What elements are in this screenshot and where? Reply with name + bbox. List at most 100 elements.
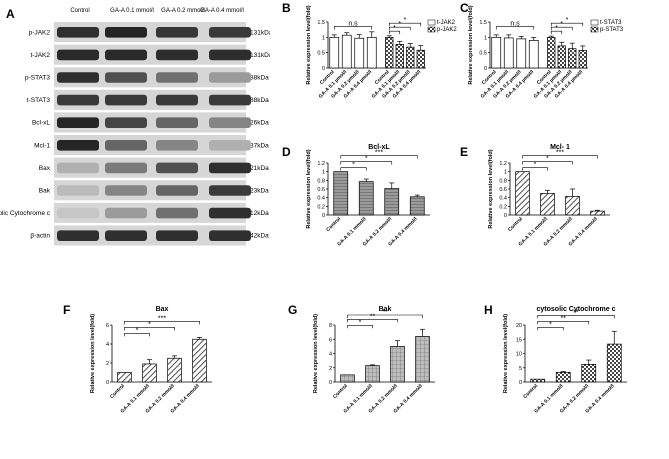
band-size: 23kDa xyxy=(250,188,269,195)
blot-strip xyxy=(54,135,246,156)
y-tick-label: 0 xyxy=(519,380,522,386)
significance-bracket xyxy=(340,161,393,165)
y-tick-label: 2 xyxy=(106,361,109,367)
y-tick-label: 2 xyxy=(329,366,332,372)
blot-strip xyxy=(54,180,246,201)
significance-bracket xyxy=(522,155,598,159)
y-tick-label: 5 xyxy=(519,366,522,372)
significance-label: ** xyxy=(382,309,388,316)
western-blot-panel-label: A xyxy=(6,7,15,21)
panel-label: G xyxy=(288,303,297,317)
bar-t-stat3 xyxy=(491,36,502,69)
bar-p-jak2 xyxy=(385,36,394,69)
band-β-actin xyxy=(57,230,99,241)
lane-label: GA-A 0.4 mmol/l xyxy=(200,8,244,14)
band-size: 12kDa xyxy=(250,210,269,217)
band-label: p-STAT3 xyxy=(25,75,50,82)
lane-label: GA-A 0.2 mmol/l xyxy=(161,8,205,14)
significance-bracket xyxy=(340,167,367,171)
significance-label: * xyxy=(365,156,368,163)
band-label: cytosolic Cytochrome c xyxy=(0,210,51,217)
band-t-stat3 xyxy=(57,94,99,106)
band-mcl-1 xyxy=(156,140,198,151)
chart-title: cytosolic Cytochrome c xyxy=(537,306,616,313)
significance-label: *** xyxy=(375,150,383,157)
bar xyxy=(365,365,380,383)
significance-label: * xyxy=(404,17,407,24)
y-axis-label: Relative expression level(fold) xyxy=(90,314,96,393)
legend-label: t-STAT3 xyxy=(600,20,622,26)
lane-label: GA-A 0.1 mmol/l xyxy=(110,8,154,14)
band-cytosolic-cytochrome-c xyxy=(57,207,99,219)
band-t-stat3 xyxy=(209,94,251,106)
bar-t-jak2 xyxy=(329,36,340,69)
chart-f: F Bax 0 2 4 6 Relative expression level(fold) C… xyxy=(63,303,212,415)
significance-bracket xyxy=(347,324,373,329)
blot-strip xyxy=(54,202,246,223)
band-label: p-JAK2 xyxy=(29,29,51,36)
y-tick-label: 8 xyxy=(329,323,332,329)
y-tick-label: 1.2 xyxy=(499,161,507,167)
band-size: 131kDa xyxy=(250,52,270,59)
bar xyxy=(340,374,355,383)
legend-swatch xyxy=(427,26,436,33)
significance-bracket xyxy=(550,26,573,31)
chart-e: E Mcl- 1 0 0.2 0.4 0.6 0.8 1 1.2 Relative express… xyxy=(460,144,610,248)
significance-bracket xyxy=(388,22,422,27)
panel-label: C xyxy=(460,1,469,15)
band-p-stat3 xyxy=(156,72,198,83)
significance-label: ** xyxy=(561,315,567,322)
y-tick-label: 0.2 xyxy=(499,204,507,210)
band-size: 88kDa xyxy=(250,75,269,82)
significance-bracket xyxy=(388,26,411,31)
band-label: β-actin xyxy=(30,233,50,240)
band-bcl-xl xyxy=(156,117,198,128)
band-bak xyxy=(105,185,147,196)
y-tick-label: 0.6 xyxy=(317,187,325,193)
y-tick-label: 0.5 xyxy=(479,51,487,57)
bar-t-jak2 xyxy=(366,36,377,69)
band-p-jak2 xyxy=(57,27,99,38)
y-tick-label: 20 xyxy=(516,323,522,329)
significance-label: * xyxy=(148,321,151,328)
band-p-stat3 xyxy=(209,72,251,83)
bar-p-jak2 xyxy=(406,46,415,69)
band-p-jak2 xyxy=(209,27,251,38)
y-tick-label: 0.4 xyxy=(317,196,325,202)
significance-bracket xyxy=(340,155,418,159)
y-tick-label: 0 xyxy=(106,380,109,386)
bar-p-jak2 xyxy=(395,44,404,69)
legend-label: p-JAK2 xyxy=(437,27,457,33)
band-cytosolic-cytochrome-c xyxy=(105,207,147,219)
blot-strip xyxy=(54,67,246,88)
band-β-actin xyxy=(105,230,147,241)
bar xyxy=(192,338,207,383)
y-tick-label: 0.4 xyxy=(499,196,507,202)
y-tick-label: 0 xyxy=(484,66,487,72)
y-axis-label: Relative expression level(fold) xyxy=(503,314,509,393)
y-tick-label: 0.8 xyxy=(499,178,507,184)
bar-p-jak2 xyxy=(416,49,425,69)
significance-label: * xyxy=(560,21,563,28)
y-tick-label: 1.2 xyxy=(317,161,325,167)
y-tick-label: 1.5 xyxy=(317,20,325,26)
band-p-jak2 xyxy=(105,27,147,38)
band-size: 26kDa xyxy=(250,120,269,127)
band-p-stat3 xyxy=(57,72,99,83)
significance-bracket xyxy=(347,314,423,318)
bar-p-stat3 xyxy=(578,50,587,69)
y-tick-label: 0.2 xyxy=(317,204,325,210)
panel-label: F xyxy=(63,303,70,317)
significance-bracket xyxy=(124,333,150,337)
chart-c: C 0 0.5 1 1.5 Relative expression level(fold)… xyxy=(460,1,624,100)
band-bcl-xl xyxy=(105,117,147,128)
chart-title: Bax xyxy=(156,306,169,313)
significance-label: *** xyxy=(158,315,166,322)
y-axis-label: Relative expression level(fold) xyxy=(306,149,312,228)
significance-label: * xyxy=(359,319,362,326)
significance-label: * xyxy=(566,17,569,24)
band-label: t-JAK2 xyxy=(30,52,50,59)
significance-label: * xyxy=(398,21,401,28)
y-tick-label: 6 xyxy=(106,323,109,329)
band-mcl-1 xyxy=(209,140,251,151)
